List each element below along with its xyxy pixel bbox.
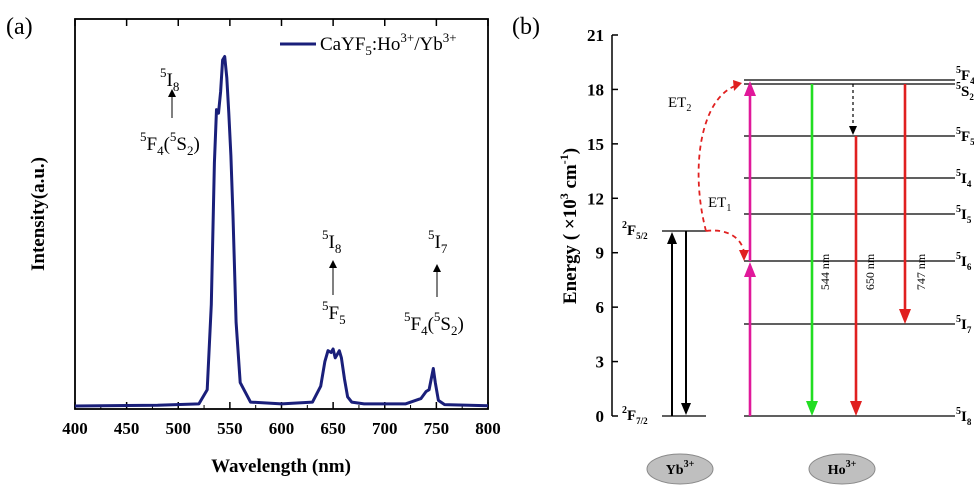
y-tick-label: 12 xyxy=(587,189,604,208)
panel-a-x-axis-title: Wavelength (nm) xyxy=(211,456,351,477)
x-tick-label: 550 xyxy=(217,419,243,438)
yb-absorption-arrowhead xyxy=(667,232,677,244)
annotation-lower-label: 5F4(5S2) xyxy=(404,309,464,338)
ion-badge-yb: Yb3+ xyxy=(646,453,714,485)
annotation-arrowhead xyxy=(329,260,337,268)
y-tick-label: 18 xyxy=(587,80,604,99)
level-label-5f4: 5F4 xyxy=(956,65,974,86)
nonradiative-arrowhead xyxy=(849,126,857,135)
x-tick-label: 750 xyxy=(424,419,450,438)
panel-a-x-ticks: 400 450 500 550 600 650 700 750 800 xyxy=(62,19,501,438)
y-tick-label: 3 xyxy=(596,353,605,372)
emission-arrowhead-650nm xyxy=(850,401,862,416)
emission-arrowhead-747nm xyxy=(899,309,911,324)
energy-transfer-label-et2: ET2 xyxy=(668,95,691,114)
emission-label-650nm: 650 nm xyxy=(863,253,877,290)
energy-transfer-et2-arrowhead xyxy=(733,80,742,91)
energy-transfer-label-et1: ET1 xyxy=(708,195,731,214)
level-label-2f72: 2F7/2 xyxy=(622,405,648,426)
x-tick-label: 800 xyxy=(475,419,501,438)
panel-a-legend: CaYF5:Ho3+/Yb3+ xyxy=(280,30,457,58)
panel-b-y-ticks: 0 3 6 9 12 15 18 21 xyxy=(587,26,618,426)
annotation-lower-label: 5F4(5S2) xyxy=(140,129,200,158)
annotation-transition-green: 5I8 5F4(5S2) xyxy=(140,65,200,158)
emission-label-544nm: 544 nm xyxy=(818,253,832,290)
y-tick-label: 9 xyxy=(596,244,605,263)
yb-emission-arrowhead xyxy=(681,403,691,415)
annotation-upper-label: 5I8 xyxy=(160,65,179,94)
energy-transfer-et1-curve xyxy=(705,229,745,253)
panel-a-plot-frame xyxy=(74,18,489,410)
series-line-cayf5 xyxy=(74,55,489,408)
level-label-5i6: 5I6 xyxy=(956,251,972,272)
x-tick-label: 500 xyxy=(166,419,192,438)
level-label-5i7: 5I7 xyxy=(956,314,972,335)
annotation-transition-nir: 5I7 5F4(5S2) xyxy=(404,227,464,338)
level-label-5i5: 5I5 xyxy=(956,204,972,225)
level-label-5i8: 5I8 xyxy=(956,406,972,427)
y-tick-label: 21 xyxy=(587,26,604,45)
x-tick-label: 700 xyxy=(372,419,398,438)
x-tick-label: 400 xyxy=(62,419,88,438)
energy-transfer-et2-curve xyxy=(697,85,736,232)
annotation-upper-label: 5I8 xyxy=(322,227,341,256)
annotation-transition-red: 5I8 5F5 xyxy=(322,227,346,327)
level-label-5i4: 5I4 xyxy=(956,168,972,189)
y-tick-label: 6 xyxy=(596,298,605,317)
excitation-arrowhead-2 xyxy=(744,81,756,96)
level-label-2f52: 2F5/2 xyxy=(622,220,648,241)
energy-transfer-et1-arrowhead xyxy=(739,250,749,261)
y-tick-label: 0 xyxy=(596,407,605,426)
emission-label-747nm: 747 nm xyxy=(914,253,928,290)
panel-b-y-axis-title: Energy ( ×103 cm-1) xyxy=(557,148,581,304)
annotation-arrowhead xyxy=(433,264,441,272)
annotation-lower-label: 5F5 xyxy=(322,298,346,327)
ion-badge-ho-shape xyxy=(808,453,876,485)
level-label-5s2: 5S2 xyxy=(956,81,974,102)
level-label-5f5: 5F5 xyxy=(956,126,974,147)
y-tick-label: 15 xyxy=(587,135,604,154)
ion-badge-ho: Ho3+ xyxy=(808,453,876,485)
panel-a-y-axis-title: Intensity(a.u.) xyxy=(28,157,49,271)
panel-b-label: (b) xyxy=(512,14,540,40)
x-tick-label: 650 xyxy=(320,419,346,438)
x-tick-label: 600 xyxy=(269,419,295,438)
panel-b: (b) 0 3 6 9 12 15 18 21 Energy ( ×103 cm-1) 2F7… xyxy=(512,14,974,485)
excitation-arrowhead-1 xyxy=(744,262,756,277)
emission-arrowhead-544nm xyxy=(806,401,818,416)
annotation-arrowhead xyxy=(168,89,176,97)
panel-a-label: (a) xyxy=(6,14,33,40)
legend-entry-label: CaYF5:Ho3+/Yb3+ xyxy=(320,30,457,58)
ion-badge-yb-shape xyxy=(646,453,714,485)
annotation-upper-label: 5I7 xyxy=(428,227,448,256)
x-tick-label: 450 xyxy=(114,419,140,438)
panel-a: (a) 400 450 500 550 600 650 700 750 800 Waveleng… xyxy=(6,14,501,477)
